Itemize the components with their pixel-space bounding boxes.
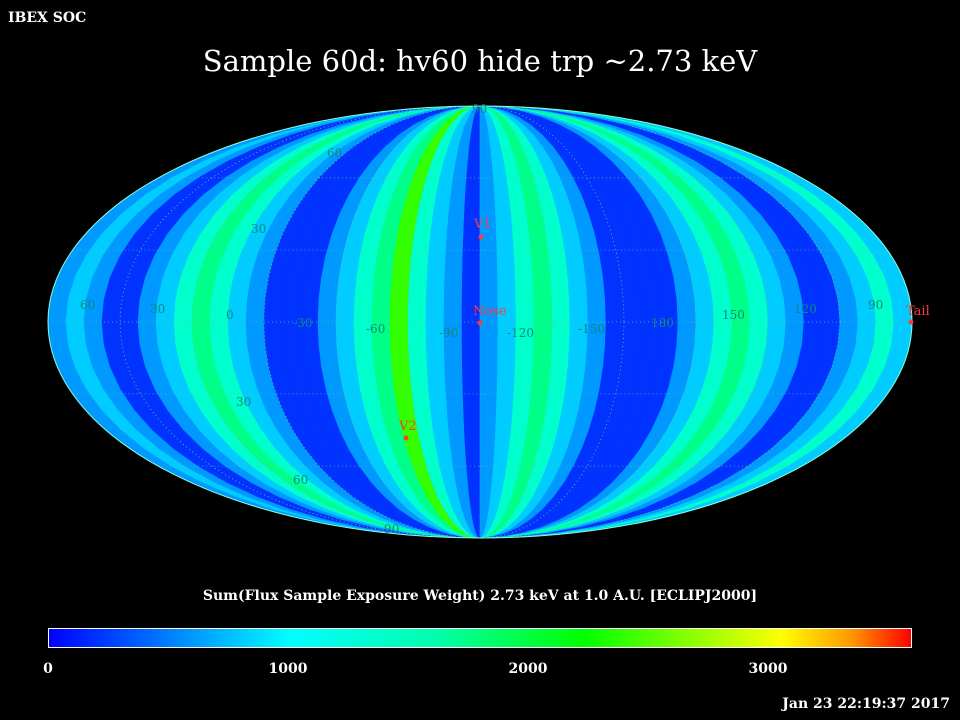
lon-label: -60 (366, 322, 385, 336)
lon-label: 60 (80, 298, 95, 312)
lon-label: 180 (651, 316, 674, 330)
marker-v2: V2 (398, 419, 417, 441)
lon-label: 150 (722, 308, 745, 322)
colorbar-tick: 1000 (268, 661, 308, 677)
colorbar-tick: 0 (43, 661, 53, 677)
marker-nose: Nose (473, 304, 507, 326)
page-title: Sample 60d: hv60 hide trp ~2.73 keV (202, 44, 758, 78)
meridian-line (263, 106, 697, 538)
lat-label: -90 (380, 522, 399, 536)
meridian-line (407, 106, 553, 538)
map-strips (48, 106, 912, 538)
lat-label: 30 (251, 222, 266, 236)
colorbar-tick: 2000 (508, 661, 548, 677)
lon-label: 0 (226, 308, 234, 322)
marker-label: V1 (473, 217, 492, 232)
lon-label: -150 (578, 322, 605, 336)
lat-label: 90 (472, 102, 487, 116)
lon-label: -90 (439, 326, 458, 340)
colorbar-tick: 3000 (748, 661, 788, 677)
marker-label: V2 (398, 419, 417, 434)
lat-label: 60 (327, 146, 342, 160)
lon-label: -30 (293, 316, 312, 330)
meridian-line (335, 106, 625, 538)
marker-v1: V1 (473, 217, 492, 240)
marker-label: Nose (473, 304, 507, 319)
sky-map: 60 30 0 -30 -60 -90 -120 -150 180 150 12… (47, 102, 930, 539)
marker-label: Tail (906, 304, 930, 319)
map-graticule (48, 106, 912, 538)
lon-label: 90 (868, 298, 883, 312)
colorbar-title: Sum(Flux Sample Exposure Weight) 2.73 ke… (202, 588, 758, 604)
timestamp: Jan 23 22:19:37 2017 (782, 696, 950, 712)
meridian-line (119, 106, 841, 538)
lon-label: -120 (507, 326, 534, 340)
lat-label: 60 (293, 473, 308, 487)
lon-label: 120 (794, 302, 817, 316)
lon-label: 30 (150, 302, 165, 316)
marker-tail: Tail (906, 304, 930, 325)
lat-label: 30 (236, 395, 251, 409)
colorbar (48, 628, 912, 648)
soc-label: IBEX SOC (8, 10, 87, 26)
meridian-line (191, 106, 769, 538)
